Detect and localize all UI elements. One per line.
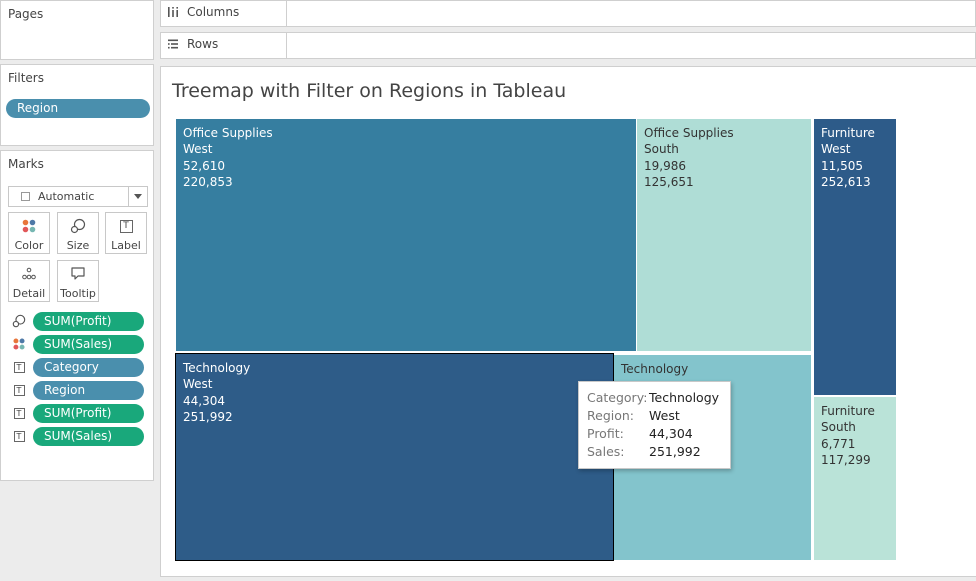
tooltip-value: West	[649, 408, 680, 423]
tile-sales: 251,992	[183, 409, 233, 424]
tooltip-value: Technology	[649, 390, 720, 405]
label-text-icon: T	[12, 406, 26, 420]
rows-label-text: Rows	[187, 37, 219, 51]
filter-pill-region[interactable]: Region	[6, 99, 150, 118]
viz-title: Treemap with Filter on Regions in Tablea…	[172, 80, 567, 102]
mark-type-icon	[21, 192, 30, 201]
shelf-divider	[286, 1, 287, 26]
tile-category: Technology	[183, 361, 251, 375]
treemap-tile-office-supplies-south[interactable]: Office Supplies South 19,986 125,651	[637, 119, 811, 351]
color-dots-icon	[9, 218, 49, 234]
color-button[interactable]: Color	[8, 212, 50, 254]
tooltip-icon	[58, 266, 98, 282]
tile-profit: 6,771	[821, 436, 856, 451]
size-icon	[58, 218, 98, 234]
marks-field-color-sales: SUM(Sales)	[12, 335, 152, 355]
tile-region: South	[644, 142, 679, 157]
tooltip-row: Category: Technology	[587, 390, 722, 408]
tooltip-button-label: Tooltip	[60, 287, 96, 300]
tooltip-key: Profit:	[587, 426, 624, 441]
chevron-down-icon	[134, 194, 142, 199]
color-dots-icon	[12, 337, 26, 351]
label-button[interactable]: T Label	[105, 212, 147, 254]
label-text-icon: T	[12, 360, 26, 374]
columns-icon	[168, 7, 178, 17]
marks-field-label-profit: T SUM(Profit)	[12, 404, 152, 424]
tooltip-value: 44,304	[649, 426, 693, 441]
shelf-divider	[286, 33, 287, 58]
tile-category: Furniture	[821, 126, 875, 140]
label-text-icon: T	[12, 429, 26, 443]
tile-region: West	[821, 142, 851, 157]
tile-profit: 19,986	[644, 158, 686, 173]
color-button-label: Color	[14, 239, 44, 252]
detail-button-label: Detail	[12, 287, 46, 300]
marks-panel: Marks Automatic Color Size T	[0, 150, 154, 481]
tile-sales: 117,299	[821, 452, 871, 467]
label-button-label: Label	[111, 239, 141, 252]
label-text-icon: T	[12, 383, 26, 397]
marks-field-label-region: T Region	[12, 381, 152, 401]
treemap-tile-furniture-west[interactable]: Furniture West 11,505 252,613	[814, 119, 896, 395]
tile-region: South	[821, 420, 856, 435]
tooltip-value: 251,992	[649, 444, 701, 459]
treemap-tile-furniture-south[interactable]: Furniture South 6,771 117,299	[814, 397, 896, 560]
columns-label-text: Columns	[187, 5, 240, 19]
detail-dots-icon	[9, 266, 49, 282]
tile-region: West	[183, 377, 213, 392]
marks-field-label-sales: T SUM(Sales)	[12, 427, 152, 447]
rows-icon	[168, 39, 178, 49]
size-icon	[12, 314, 26, 328]
detail-button[interactable]: Detail	[8, 260, 50, 302]
tile-category: Furniture	[821, 404, 875, 418]
tooltip-row: Profit: 44,304	[587, 426, 722, 444]
columns-shelf-label: Columns	[167, 5, 239, 19]
tile-sales: 220,853	[183, 174, 233, 189]
columns-shelf[interactable]: Columns	[160, 0, 976, 27]
label-text-icon: T	[106, 218, 146, 234]
tooltip-key: Region:	[587, 408, 635, 423]
mark-type-label: Automatic	[38, 190, 95, 203]
tile-profit: 11,505	[821, 158, 863, 173]
tile-profit: 52,610	[183, 158, 225, 173]
pages-title: Pages	[8, 7, 44, 21]
marks-field-size-profit: SUM(Profit)	[12, 312, 152, 332]
field-pill[interactable]: SUM(Profit)	[33, 312, 144, 331]
tooltip-row: Sales: 251,992	[587, 444, 722, 462]
tile-category: Office Supplies	[644, 126, 734, 140]
tooltip-button[interactable]: Tooltip	[57, 260, 99, 302]
marks-field-label-category: T Category	[12, 358, 152, 378]
mark-type-dropdown[interactable]: Automatic	[8, 186, 148, 207]
size-button[interactable]: Size	[57, 212, 99, 254]
dropdown-separator	[128, 187, 129, 206]
pages-panel: Pages	[0, 0, 154, 60]
field-pill[interactable]: SUM(Sales)	[33, 427, 144, 446]
tile-profit: 44,304	[183, 393, 225, 408]
field-pill[interactable]: Category	[33, 358, 144, 377]
tile-category: Office Supplies	[183, 126, 273, 140]
tooltip-key: Sales:	[587, 444, 625, 459]
marks-title: Marks	[8, 157, 44, 171]
tile-sales: 252,613	[821, 174, 871, 189]
filters-panel: Filters Region	[0, 64, 154, 146]
field-pill[interactable]: SUM(Sales)	[33, 335, 144, 354]
treemap-tile-technology-west[interactable]: Technology West 44,304 251,992	[175, 353, 614, 561]
rows-shelf[interactable]: Rows	[160, 32, 976, 59]
tile-region: West	[183, 142, 213, 157]
tile-category: Technology	[621, 362, 689, 376]
tooltip-key: Category:	[587, 390, 648, 405]
rows-shelf-label: Rows	[167, 37, 218, 51]
tooltip-row: Region: West	[587, 408, 722, 426]
size-button-label: Size	[66, 239, 90, 252]
tile-sales: 125,651	[644, 174, 694, 189]
mark-tooltip: Category: Technology Region: West Profit: 4…	[578, 381, 731, 469]
filters-title: Filters	[8, 71, 44, 85]
field-pill[interactable]: Region	[33, 381, 144, 400]
treemap-tile-office-supplies-west[interactable]: Office Supplies West 52,610 220,853	[176, 119, 636, 351]
field-pill[interactable]: SUM(Profit)	[33, 404, 144, 423]
